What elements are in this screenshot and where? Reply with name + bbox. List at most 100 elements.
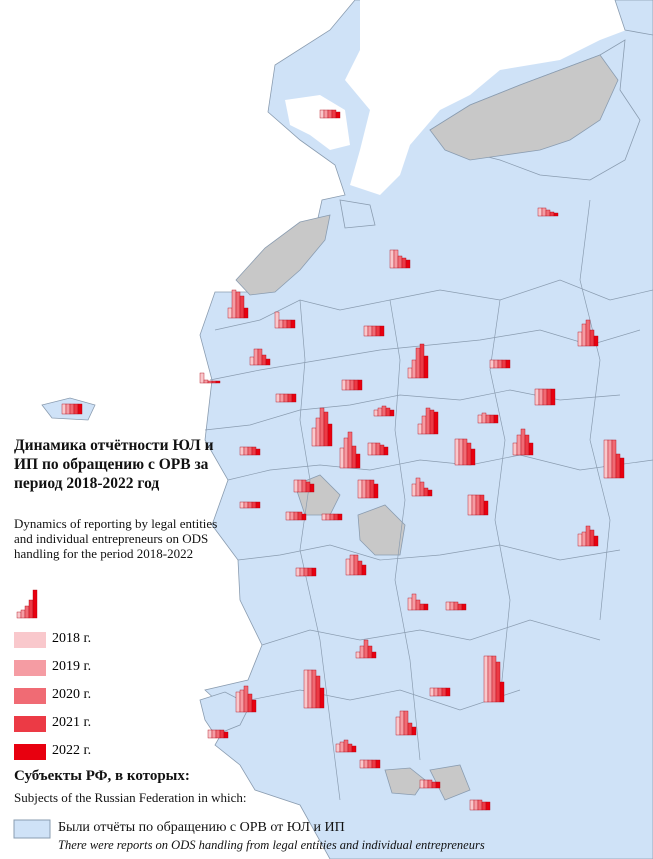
mini-bar <box>20 609 26 619</box>
mini-bar <box>295 567 301 577</box>
mini-bar <box>275 393 281 403</box>
mini-bar <box>593 335 599 347</box>
mini-bar <box>319 407 325 447</box>
mini-bar <box>331 109 337 119</box>
mini-bar <box>327 109 333 119</box>
legend-marks <box>14 589 46 760</box>
mini-bar <box>453 601 459 611</box>
mini-bar <box>299 567 305 577</box>
mini-bar <box>203 379 209 384</box>
mini-bar <box>282 319 288 329</box>
mini-bar <box>499 681 505 703</box>
mini-bar <box>375 442 381 456</box>
mini-bar <box>516 434 522 456</box>
mini-bar <box>349 379 355 391</box>
legend-swatch <box>14 688 46 704</box>
mini-bar <box>411 726 417 736</box>
mini-bar <box>253 348 259 366</box>
mini-bar <box>427 779 433 789</box>
mini-bar <box>373 483 379 499</box>
legend-label: 2019 г. <box>52 659 92 674</box>
mini-bar <box>283 393 289 403</box>
mini-bar <box>343 437 349 469</box>
mini-bar <box>479 494 485 516</box>
mini-bar <box>219 729 225 739</box>
mini-bar <box>538 388 544 406</box>
mini-bar <box>239 689 245 713</box>
mini-bar <box>489 414 495 424</box>
mini-bar <box>585 319 591 347</box>
mini-bar <box>323 411 329 447</box>
mini-bar <box>377 407 383 417</box>
mini-bar <box>429 409 435 435</box>
mini-bar <box>550 388 556 406</box>
mini-bar <box>528 442 534 456</box>
mini-bar <box>611 439 617 479</box>
mini-bar <box>467 494 473 516</box>
mini-bar <box>473 799 479 811</box>
mini-bar <box>553 212 559 217</box>
mini-bar <box>369 479 375 499</box>
mini-bar <box>411 593 417 611</box>
mini-bar <box>458 438 464 466</box>
mini-bar <box>546 388 552 406</box>
mini-bar <box>415 599 421 611</box>
mini-bar <box>487 655 493 703</box>
mini-bar <box>433 411 439 435</box>
mini-bar <box>419 779 425 789</box>
mini-bar <box>489 359 495 369</box>
mini-bar <box>335 111 341 119</box>
mini-bar <box>353 379 359 391</box>
mini-bar <box>319 687 325 709</box>
mini-bar <box>524 434 530 456</box>
legend-swatch <box>14 744 46 760</box>
mini-bar <box>477 799 483 811</box>
mini-bar <box>303 669 309 709</box>
land <box>41 0 653 859</box>
mini-bar <box>239 501 245 509</box>
mini-bar <box>483 655 489 703</box>
mini-bar <box>423 355 429 379</box>
mini-bar <box>363 639 369 659</box>
mini-bar <box>223 731 229 739</box>
mini-bar <box>357 379 363 391</box>
legend-title: Динамика отчётности ЮЛ и ИП по обращению… <box>14 437 214 492</box>
mini-bar <box>379 325 385 337</box>
mini-bar <box>475 494 481 516</box>
mini-bar <box>293 511 299 521</box>
mini-bar <box>371 759 377 769</box>
mini-bar <box>327 423 333 447</box>
mini-bar <box>287 393 293 403</box>
mini-bar <box>419 481 425 497</box>
mini-bar <box>321 513 327 521</box>
mini-bar <box>303 567 309 577</box>
mini-bar <box>278 319 284 329</box>
mini-bar <box>367 759 373 769</box>
mini-bar <box>615 453 621 479</box>
mini-bar <box>371 651 377 659</box>
mini-bar <box>454 438 460 466</box>
mini-bar <box>375 759 381 769</box>
mini-bar <box>339 447 345 469</box>
border <box>214 279 653 331</box>
mini-bar <box>291 393 297 403</box>
mini-bar <box>577 533 583 547</box>
mini-bar <box>411 483 417 497</box>
mini-bar <box>581 531 587 547</box>
mini-bar <box>542 388 548 406</box>
mini-bar <box>427 489 433 497</box>
mini-bar <box>389 249 395 269</box>
section-subtitle: Subjects of the Russian Federation in wh… <box>14 790 247 805</box>
mini-bar <box>541 207 547 217</box>
mini-bar <box>589 529 595 547</box>
mini-bar <box>311 567 317 577</box>
mini-bar <box>470 448 476 466</box>
mini-bar <box>593 535 599 547</box>
mini-bar <box>353 554 359 576</box>
mini-bar <box>255 501 261 509</box>
mini-bar <box>389 409 395 417</box>
mini-bar <box>307 669 313 709</box>
mini-bar <box>239 295 245 319</box>
mini-bar <box>359 759 365 769</box>
